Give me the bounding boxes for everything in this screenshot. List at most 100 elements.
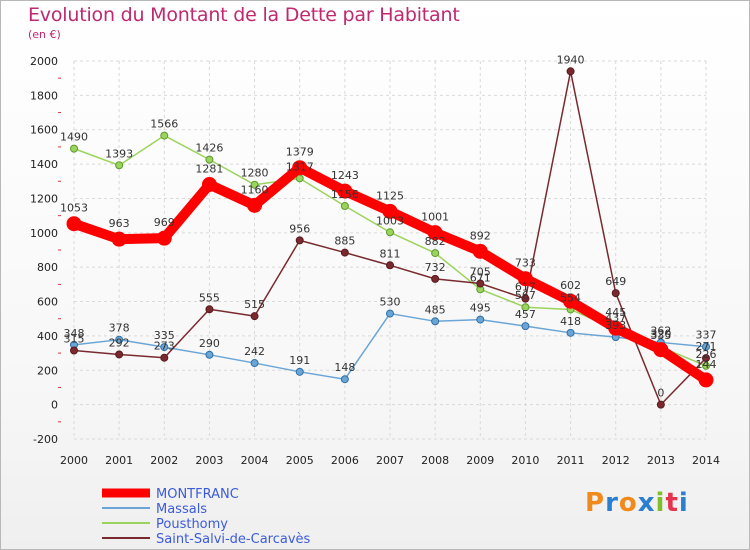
data-label: 292 xyxy=(109,336,130,349)
data-label: 1125 xyxy=(376,189,404,202)
data-label: 362 xyxy=(650,324,671,337)
data-label: 567 xyxy=(515,289,536,302)
data-label: 273 xyxy=(154,340,175,353)
x-tick-label: 2003 xyxy=(195,454,223,467)
series-layer xyxy=(66,67,714,409)
data-point xyxy=(698,372,714,388)
data-point xyxy=(476,315,485,324)
data-point xyxy=(337,183,353,199)
brand-letter: t xyxy=(665,488,679,518)
data-label: 348 xyxy=(64,327,85,340)
data-point xyxy=(521,322,530,331)
y-tick-label: 1800 xyxy=(30,89,58,102)
x-tick-label: 2005 xyxy=(286,454,314,467)
data-point xyxy=(295,236,304,245)
data-point xyxy=(702,354,710,363)
x-tick-label: 2000 xyxy=(60,454,88,467)
y-tick-label: -200 xyxy=(33,433,58,446)
data-point xyxy=(517,271,533,287)
data-point xyxy=(250,312,259,321)
grid xyxy=(73,60,707,440)
legend-label: Saint-Salvi-de-Carcavès xyxy=(156,532,311,547)
data-label: 457 xyxy=(515,308,536,321)
legend-label: Massals xyxy=(156,502,207,517)
data-label: 1281 xyxy=(195,163,223,176)
data-labels: 348 378 335 290 242 191 148 530 485 495 457 418 393 3… xyxy=(60,53,717,399)
data-label: 1490 xyxy=(60,131,88,144)
data-label: 0 xyxy=(657,387,664,400)
data-label: 290 xyxy=(199,337,220,350)
data-point xyxy=(611,289,620,298)
data-label: 378 xyxy=(109,322,130,335)
data-label: 226 xyxy=(696,348,717,361)
x-tick-label: 2007 xyxy=(376,454,404,467)
x-tick-label: 2012 xyxy=(602,454,630,467)
data-label: 393 xyxy=(605,319,626,332)
data-point xyxy=(340,375,349,384)
data-point xyxy=(431,249,440,258)
x-tick-label: 2014 xyxy=(692,454,720,467)
data-point xyxy=(160,131,169,140)
data-label: 649 xyxy=(605,275,626,288)
data-point xyxy=(70,346,78,355)
data-point xyxy=(250,180,259,189)
brand-letter: P xyxy=(585,488,606,518)
x-tick-label: 2008 xyxy=(421,454,449,467)
data-label: 1001 xyxy=(421,211,449,224)
data-label: 191 xyxy=(289,354,310,367)
data-point xyxy=(292,160,308,176)
data-label: 1393 xyxy=(105,147,133,160)
data-point xyxy=(340,248,349,257)
x-tick-label: 2006 xyxy=(331,454,359,467)
data-point xyxy=(156,230,172,246)
data-point xyxy=(566,328,575,337)
data-label: 554 xyxy=(560,291,581,304)
data-point xyxy=(115,350,124,359)
data-label: 705 xyxy=(470,266,491,279)
x-tick-label: 2013 xyxy=(647,454,675,467)
data-label: 1317 xyxy=(286,160,314,173)
data-label: 555 xyxy=(199,291,220,304)
x-tick-label: 2011 xyxy=(557,454,585,467)
y-tick-label: 1000 xyxy=(30,227,58,240)
brand-letter: r xyxy=(605,488,619,518)
chart-unit: (en €) xyxy=(28,28,61,41)
y-tick-label: 1600 xyxy=(30,124,58,137)
data-label: 495 xyxy=(470,302,491,315)
data-point xyxy=(115,335,124,344)
x-tick-label: 2004 xyxy=(241,454,269,467)
data-label: 320 xyxy=(650,328,671,341)
brand-logo: Proxiti xyxy=(585,488,689,518)
data-label: 418 xyxy=(560,315,581,328)
x-tick-label: 2001 xyxy=(105,454,133,467)
y-tick-label: 400 xyxy=(37,330,58,343)
data-label: 1940 xyxy=(557,53,585,66)
y-tick-label: 2000 xyxy=(30,55,58,68)
data-point xyxy=(653,342,669,358)
data-label: 602 xyxy=(560,279,581,292)
data-point xyxy=(340,202,349,211)
data-label: 617 xyxy=(515,281,536,294)
data-point xyxy=(431,317,440,326)
data-point xyxy=(521,294,530,303)
data-point xyxy=(205,350,214,359)
data-label: 1160 xyxy=(241,183,269,196)
data-label: 445 xyxy=(605,306,626,319)
data-point xyxy=(70,144,78,153)
data-label: 1566 xyxy=(150,118,178,131)
brand-letter: i xyxy=(678,488,689,518)
data-label: 515 xyxy=(244,298,265,311)
data-label: 956 xyxy=(289,222,310,235)
data-point xyxy=(250,359,259,368)
data-label: 969 xyxy=(154,216,175,229)
data-label: 1053 xyxy=(60,202,88,215)
data-point xyxy=(427,225,443,241)
y-tick-label: 1400 xyxy=(30,158,58,171)
data-label: 1003 xyxy=(376,214,404,227)
data-label: 335 xyxy=(650,329,671,342)
data-point xyxy=(205,305,214,314)
data-point xyxy=(201,177,217,193)
data-point xyxy=(66,216,82,232)
